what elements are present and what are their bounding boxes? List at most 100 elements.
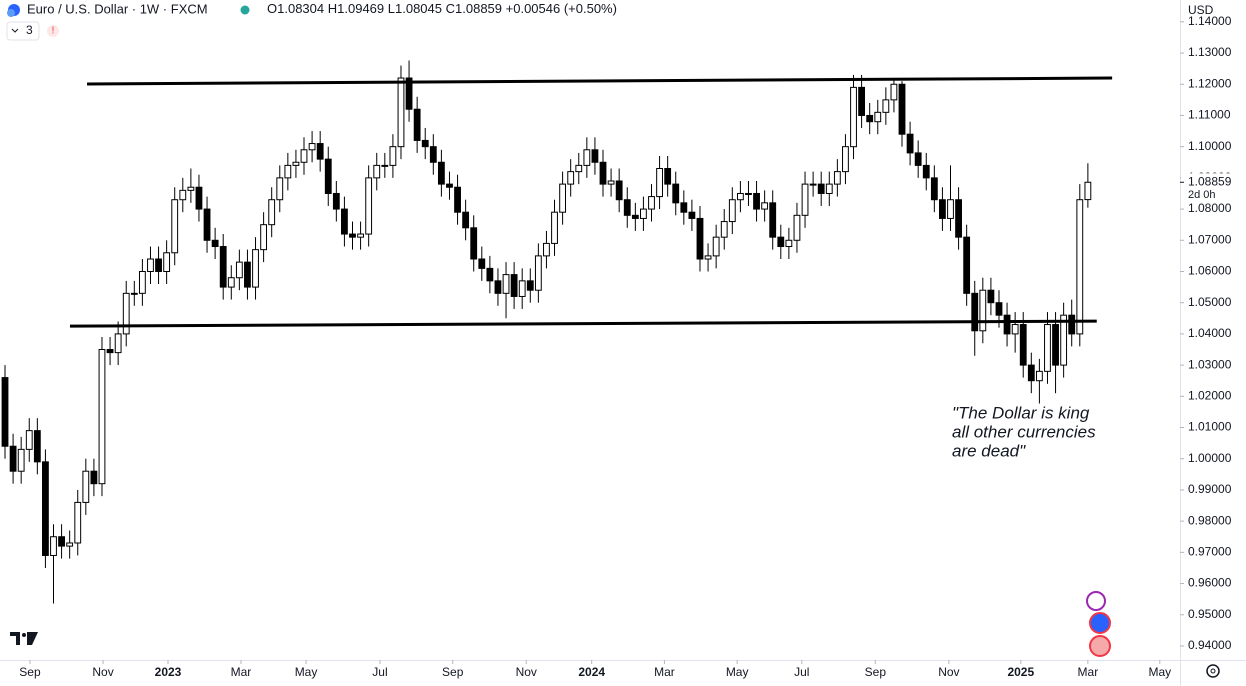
candle-body xyxy=(470,227,478,260)
side-icons xyxy=(1086,591,1111,657)
candle-body xyxy=(890,83,898,101)
candle-body xyxy=(373,164,381,179)
candle-body xyxy=(478,258,486,269)
candle-body xyxy=(155,258,162,272)
candle-body xyxy=(930,177,938,201)
candle-body xyxy=(276,177,284,201)
candle-body xyxy=(688,211,696,219)
candle-body xyxy=(284,164,292,179)
ohlc-letter: L xyxy=(388,1,395,16)
y-tick-label: 1.02000 xyxy=(1188,388,1232,402)
candle-body xyxy=(421,139,429,148)
logo-part xyxy=(10,632,20,645)
candle-body xyxy=(389,146,397,166)
candle-body xyxy=(745,192,752,195)
candle-body xyxy=(1060,314,1068,366)
candle-body xyxy=(98,349,106,485)
x-tick-label: Sep xyxy=(19,665,41,679)
candle-body xyxy=(623,199,631,216)
candle-body xyxy=(510,274,518,297)
symbol-logo xyxy=(7,9,15,17)
candle-body xyxy=(720,221,728,238)
trend-line xyxy=(69,319,1097,328)
candle-body xyxy=(211,239,219,248)
x-tick-label: May xyxy=(726,665,749,679)
x-tick-label: Mar xyxy=(231,665,252,679)
chevron xyxy=(11,28,19,33)
x-tick-label: 2025 xyxy=(1007,665,1034,679)
candle-body xyxy=(882,99,890,113)
candle-body xyxy=(219,246,227,288)
logo-part xyxy=(27,632,38,645)
candle-body xyxy=(502,274,510,294)
x-tick-label: Mar xyxy=(1078,665,1099,679)
event-icon[interactable] xyxy=(1086,591,1106,611)
candle-body xyxy=(648,196,655,210)
indicators-toggle[interactable] xyxy=(6,21,40,41)
candle-body xyxy=(947,199,954,219)
candle-body xyxy=(704,255,712,260)
candle-body xyxy=(559,183,567,213)
candle-body xyxy=(187,186,195,191)
y-tick-label: 1.05000 xyxy=(1188,295,1232,309)
y-tick-label: 1.07000 xyxy=(1188,232,1232,246)
candle-body xyxy=(761,202,769,210)
candle-body xyxy=(922,164,930,179)
candle-body xyxy=(1084,181,1092,201)
candle-body xyxy=(90,470,98,485)
candle-body xyxy=(195,186,203,210)
candle-body xyxy=(397,77,405,148)
x-tick-label: 2024 xyxy=(578,665,605,679)
candle-body xyxy=(405,77,413,110)
candle-body xyxy=(640,208,647,219)
event-icon[interactable] xyxy=(1089,635,1111,657)
candle-body xyxy=(82,470,90,503)
candle-body xyxy=(801,183,809,216)
candle-body xyxy=(260,224,268,251)
candle-body xyxy=(122,292,130,335)
currency-button[interactable] xyxy=(1183,2,1223,20)
candle-body xyxy=(672,183,680,204)
annotation: "The Dollar is king xyxy=(952,403,1090,422)
candle-body xyxy=(631,214,639,219)
candle-body xyxy=(1027,364,1035,382)
x-tick-label: May xyxy=(1148,665,1171,679)
y-tick-label: 0.98000 xyxy=(1188,513,1232,527)
candle-body xyxy=(66,542,74,547)
candle-body xyxy=(332,192,340,210)
candle-body xyxy=(494,280,502,294)
candle-body xyxy=(357,233,364,238)
y-tick-label: 1.04000 xyxy=(1188,326,1232,340)
ohlc-letter: O xyxy=(267,1,277,16)
candle-body xyxy=(324,158,332,194)
annotation: are dead" xyxy=(952,441,1026,460)
candle-body xyxy=(454,186,461,213)
candle-body xyxy=(874,111,882,123)
candle-body xyxy=(987,289,995,304)
candle-body xyxy=(680,202,688,213)
y-tick-label: 1.11000 xyxy=(1188,108,1231,122)
y-tick-label: 0.99000 xyxy=(1188,482,1232,496)
candle-body xyxy=(138,270,146,294)
candle-body xyxy=(58,536,65,547)
candle-body xyxy=(1052,324,1059,366)
event-icon[interactable] xyxy=(1089,612,1111,634)
ohlc-value: 1.08304 xyxy=(277,1,324,16)
tv-logo xyxy=(10,632,38,645)
candle-body xyxy=(1019,324,1027,366)
x-tick-label: Jul xyxy=(372,665,387,679)
y-tick-label: 1.06000 xyxy=(1188,264,1232,278)
alert-icon[interactable] xyxy=(47,25,59,37)
y-tick-label: 1.03000 xyxy=(1188,357,1232,371)
candle-body xyxy=(308,143,316,151)
x-tick-label: Jul xyxy=(794,665,809,679)
candle-body xyxy=(543,242,550,257)
candle-body xyxy=(736,192,744,201)
candle-body xyxy=(615,180,623,201)
plot-area xyxy=(1,60,1113,604)
settings-icon xyxy=(1210,668,1216,674)
settings-icon[interactable] xyxy=(1206,664,1220,678)
x-tick-label: Nov xyxy=(516,665,537,679)
y-tick-label: 1.01000 xyxy=(1188,420,1232,434)
